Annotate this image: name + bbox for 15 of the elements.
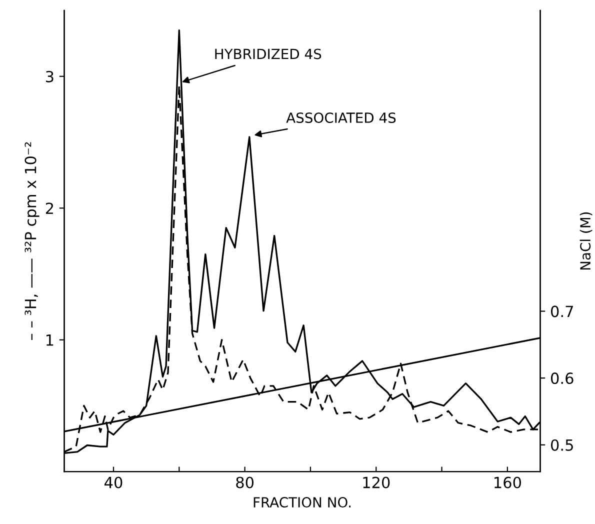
x-tick-label: 120 (363, 476, 390, 488)
x-tick-label: 80 (236, 476, 254, 488)
x-tick-label: 40 (104, 476, 122, 488)
y-tick-label: 2 (46, 202, 54, 214)
y2-tick-label: 0.5 (550, 439, 573, 451)
y-axis-title: – – ³H, —— ³²P cpm x 10⁻² (24, 142, 40, 340)
y-tick-label: 1 (46, 334, 54, 346)
y2-axis-title: NaCl (M) (580, 212, 592, 270)
annotation: HYBRIDIZED 4S (215, 48, 322, 60)
x-tick-label: 160 (494, 476, 521, 488)
y2-tick-label: 0.7 (550, 306, 573, 318)
x-axis-title: FRACTION NO. (254, 497, 351, 508)
y-tick-label: 3 (46, 70, 54, 82)
y2-tick-label: 0.6 (550, 372, 574, 384)
annotation: ASSOCIATED 4S (286, 112, 396, 124)
